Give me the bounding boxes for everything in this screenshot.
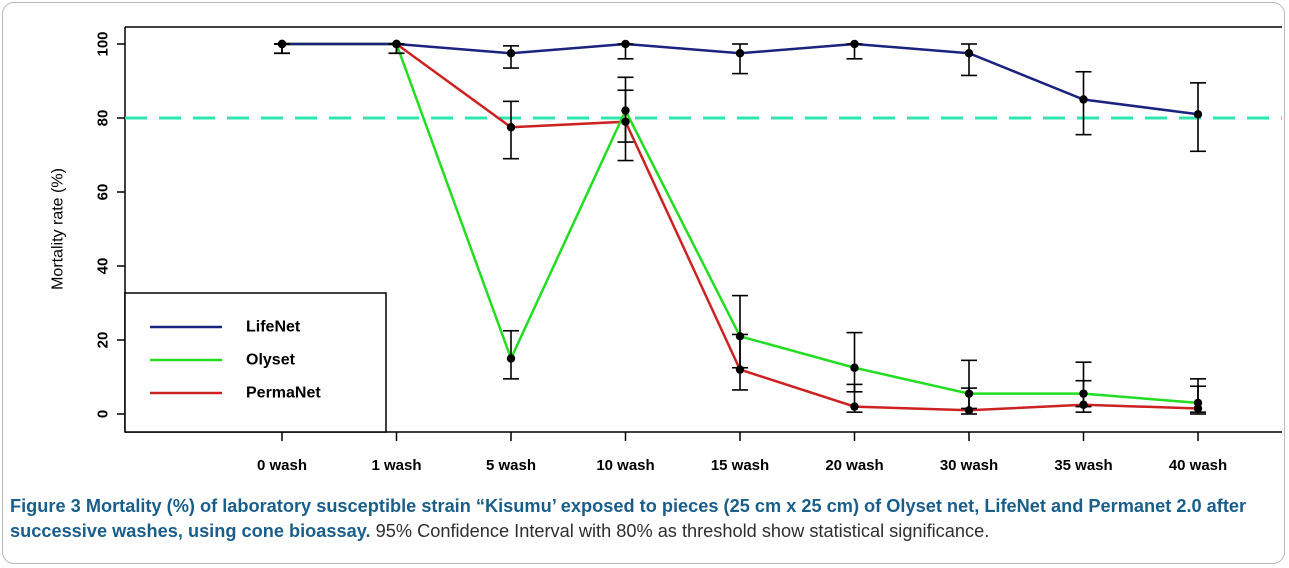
data-point bbox=[964, 49, 974, 58]
data-point bbox=[392, 39, 401, 49]
data-point bbox=[621, 39, 630, 49]
data-point bbox=[621, 106, 630, 115]
x-tick-label: 20 wash bbox=[825, 457, 883, 474]
y-axis-label: Mortality rate (%) bbox=[50, 168, 67, 290]
caption-label: Figure 3 bbox=[10, 496, 81, 516]
x-tick-label: 5 wash bbox=[486, 457, 536, 474]
data-point bbox=[1193, 398, 1203, 408]
legend-box bbox=[124, 292, 387, 433]
data-point bbox=[850, 363, 859, 372]
y-tick-label: 100 bbox=[95, 31, 112, 56]
x-tick-label: 0 wash bbox=[257, 457, 307, 474]
data-point bbox=[735, 332, 745, 341]
data-point bbox=[850, 402, 859, 411]
data-point bbox=[1193, 110, 1203, 119]
y-tick-label: 0 bbox=[95, 410, 112, 418]
data-point bbox=[735, 49, 745, 58]
x-tick-label: 1 wash bbox=[371, 457, 421, 474]
errorbars-olyset bbox=[274, 39, 1206, 413]
data-point bbox=[506, 123, 516, 132]
data-point bbox=[277, 39, 287, 49]
x-tick-label: 30 wash bbox=[940, 457, 998, 474]
x-tick-label: 40 wash bbox=[1169, 457, 1227, 474]
errorbars-lifenet bbox=[274, 39, 1206, 153]
series-group bbox=[274, 39, 1206, 415]
x-tick-label: 15 wash bbox=[711, 457, 769, 474]
caption-title: Mortality (%) of laboratory susceptible … bbox=[10, 496, 1247, 541]
y-tick-label: 80 bbox=[95, 110, 112, 127]
mortality-line-chart: 0 20 40 60 80 100 Mortality rate (%) 0 wash 1 wa… bbox=[50, 26, 1282, 474]
legend-label-lifenet: LifeNet bbox=[246, 319, 301, 336]
data-point bbox=[1079, 389, 1088, 398]
data-point bbox=[850, 39, 859, 49]
data-point bbox=[506, 354, 516, 363]
data-point bbox=[964, 389, 974, 398]
legend-label-olyset: Olyset bbox=[246, 352, 296, 369]
y-tick-label: 60 bbox=[95, 184, 112, 201]
legend-label-permanet: PermaNet bbox=[246, 385, 321, 402]
x-tick-label: 35 wash bbox=[1054, 457, 1112, 474]
figure-caption: Figure 3 Mortality (%) of laboratory sus… bbox=[10, 494, 1280, 544]
data-point bbox=[1079, 95, 1088, 104]
legend: LifeNet Olyset PermaNet bbox=[124, 292, 387, 433]
y-tick-label: 40 bbox=[95, 258, 112, 275]
x-tick-label: 10 wash bbox=[596, 457, 654, 474]
data-point bbox=[506, 49, 516, 58]
caption-note: 95% Confidence Interval with 80% as thre… bbox=[375, 521, 990, 541]
y-tick-label: 20 bbox=[95, 332, 112, 349]
